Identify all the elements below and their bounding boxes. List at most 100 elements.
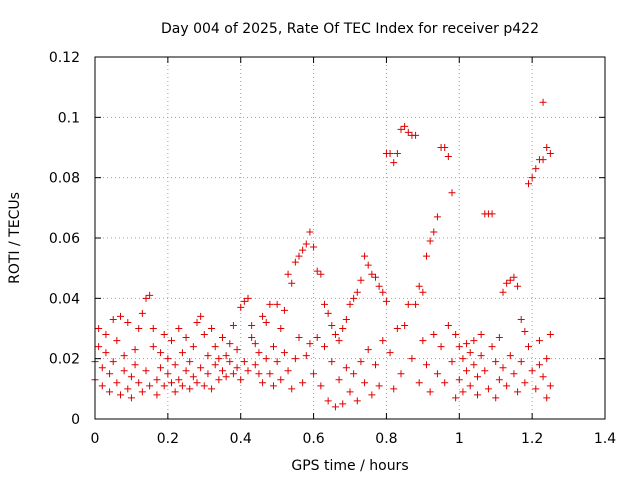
data-point: [386, 150, 394, 158]
data-point: [193, 379, 201, 387]
data-point: [495, 334, 503, 342]
x-tick-label: 0.2: [157, 431, 179, 447]
y-tick-label: 0.08: [49, 171, 80, 187]
data-point: [113, 379, 121, 387]
x-tick-label: 1.4: [594, 431, 616, 447]
data-point: [324, 397, 332, 405]
data-point: [98, 382, 106, 390]
data-point: [317, 270, 325, 278]
data-point: [244, 294, 252, 302]
data-point: [197, 312, 205, 320]
data-point: [342, 364, 350, 372]
data-point: [379, 337, 387, 345]
plot-frame: [94, 56, 606, 420]
data-point: [302, 240, 310, 248]
data-point: [488, 210, 496, 218]
data-point: [313, 334, 321, 342]
data-point: [426, 237, 434, 245]
data-point: [102, 331, 110, 339]
data-point: [448, 358, 456, 366]
data-point: [113, 337, 121, 345]
data-point: [153, 391, 161, 399]
data-point: [390, 159, 398, 167]
data-point: [514, 282, 522, 290]
data-point: [135, 325, 143, 332]
data-point: [430, 331, 438, 339]
data-point: [546, 331, 554, 339]
y-tick-label: 0.04: [49, 291, 80, 307]
data-points: [91, 98, 554, 411]
data-point: [375, 282, 383, 290]
data-point: [361, 252, 369, 260]
data-point: [160, 382, 168, 390]
data-point: [517, 315, 525, 323]
data-point: [178, 349, 186, 357]
y-tick-label: 0.1: [58, 110, 80, 126]
data-point: [503, 382, 511, 390]
y-tick-label: 0.02: [49, 352, 80, 368]
data-point: [339, 400, 347, 408]
data-point: [229, 370, 237, 378]
data-point: [510, 370, 518, 378]
data-point: [233, 346, 241, 354]
data-point: [222, 373, 230, 381]
data-point: [233, 364, 241, 372]
data-point: [430, 228, 438, 236]
data-point: [106, 370, 114, 378]
data-point: [310, 370, 318, 378]
data-point: [357, 358, 365, 366]
x-tick-label: 0.8: [375, 431, 397, 447]
data-point: [189, 343, 197, 351]
axis-ticks: 0 0.2 0.4 0.6 0.8 1 1.2 1.4 0 0.02 0.04 0.06 0.08 0.1…: [49, 50, 616, 447]
data-point: [200, 331, 208, 339]
data-point: [415, 379, 423, 387]
data-point: [528, 174, 536, 182]
data-point: [459, 355, 467, 363]
data-point: [186, 358, 194, 366]
data-point: [353, 288, 361, 296]
data-point: [470, 361, 478, 369]
data-point: [138, 388, 146, 396]
x-tick-label: 1: [455, 431, 464, 447]
data-point: [404, 128, 412, 136]
data-point: [321, 343, 328, 351]
data-point: [357, 276, 365, 284]
data-point: [208, 385, 216, 393]
data-point: [295, 252, 303, 260]
data-point: [251, 361, 259, 369]
data-point: [270, 343, 277, 351]
data-point: [441, 379, 449, 387]
data-point: [423, 252, 430, 260]
data-point: [109, 358, 117, 366]
data-point: [539, 373, 547, 381]
data-point: [514, 388, 522, 396]
data-point: [240, 297, 248, 305]
data-point: [117, 312, 124, 320]
y-tick-label: 0.12: [49, 50, 80, 66]
data-point: [361, 379, 369, 387]
data-point: [109, 315, 117, 323]
data-point: [270, 382, 277, 390]
data-point: [208, 325, 216, 332]
data-point: [423, 361, 430, 369]
data-point: [310, 243, 318, 251]
data-point: [219, 367, 226, 375]
data-point: [408, 355, 416, 363]
y-axis-label: ROTI / TECUs: [7, 192, 23, 284]
data-point: [291, 355, 299, 363]
data-point: [284, 270, 292, 278]
data-point: [131, 361, 139, 369]
data-point: [135, 379, 143, 387]
data-point: [157, 349, 165, 357]
data-point: [117, 391, 124, 399]
data-point: [499, 288, 507, 296]
data-point: [499, 364, 507, 372]
data-point: [324, 309, 332, 317]
data-point: [229, 321, 237, 329]
data-point: [280, 349, 288, 357]
data-point: [321, 300, 328, 308]
data-point: [160, 331, 168, 339]
data-point: [379, 288, 387, 296]
data-point: [244, 367, 252, 375]
